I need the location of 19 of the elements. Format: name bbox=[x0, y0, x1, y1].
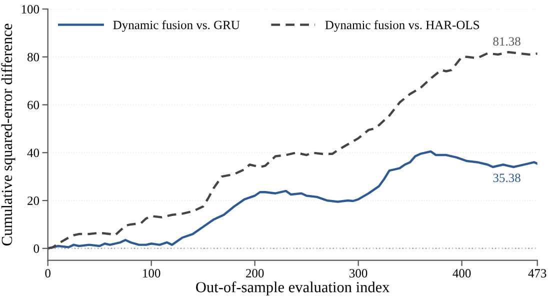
y-tick-label: 100 bbox=[22, 5, 40, 14]
x-axis-title: Out-of-sample evaluation index bbox=[196, 281, 390, 296]
y-axis-title: Cumulative squared-error difference bbox=[1, 24, 16, 246]
y-tick-label: 20 bbox=[28, 196, 40, 205]
x-tick-label: 100 bbox=[143, 269, 160, 278]
legend-label: Dynamic fusion vs. HAR-OLS bbox=[325, 20, 480, 32]
x-tick-label: 473 bbox=[528, 269, 546, 278]
line-series bbox=[48, 51, 538, 250]
x-tick-label: 0 bbox=[45, 269, 50, 278]
y-tick-label: 60 bbox=[28, 100, 40, 110]
x-tick-label: 400 bbox=[452, 269, 471, 278]
x-tick-label: 300 bbox=[350, 269, 368, 278]
legend-label: Dynamic fusion vs. GRU bbox=[113, 20, 240, 32]
annotation: 81.38 bbox=[493, 37, 520, 46]
x-tick-label: 200 bbox=[246, 269, 264, 278]
y-tick-label: 80 bbox=[27, 52, 40, 62]
y-tick-label: 0 bbox=[34, 244, 40, 253]
annotation: 35.38 bbox=[493, 174, 520, 182]
y-tick-label: 40 bbox=[27, 148, 40, 158]
